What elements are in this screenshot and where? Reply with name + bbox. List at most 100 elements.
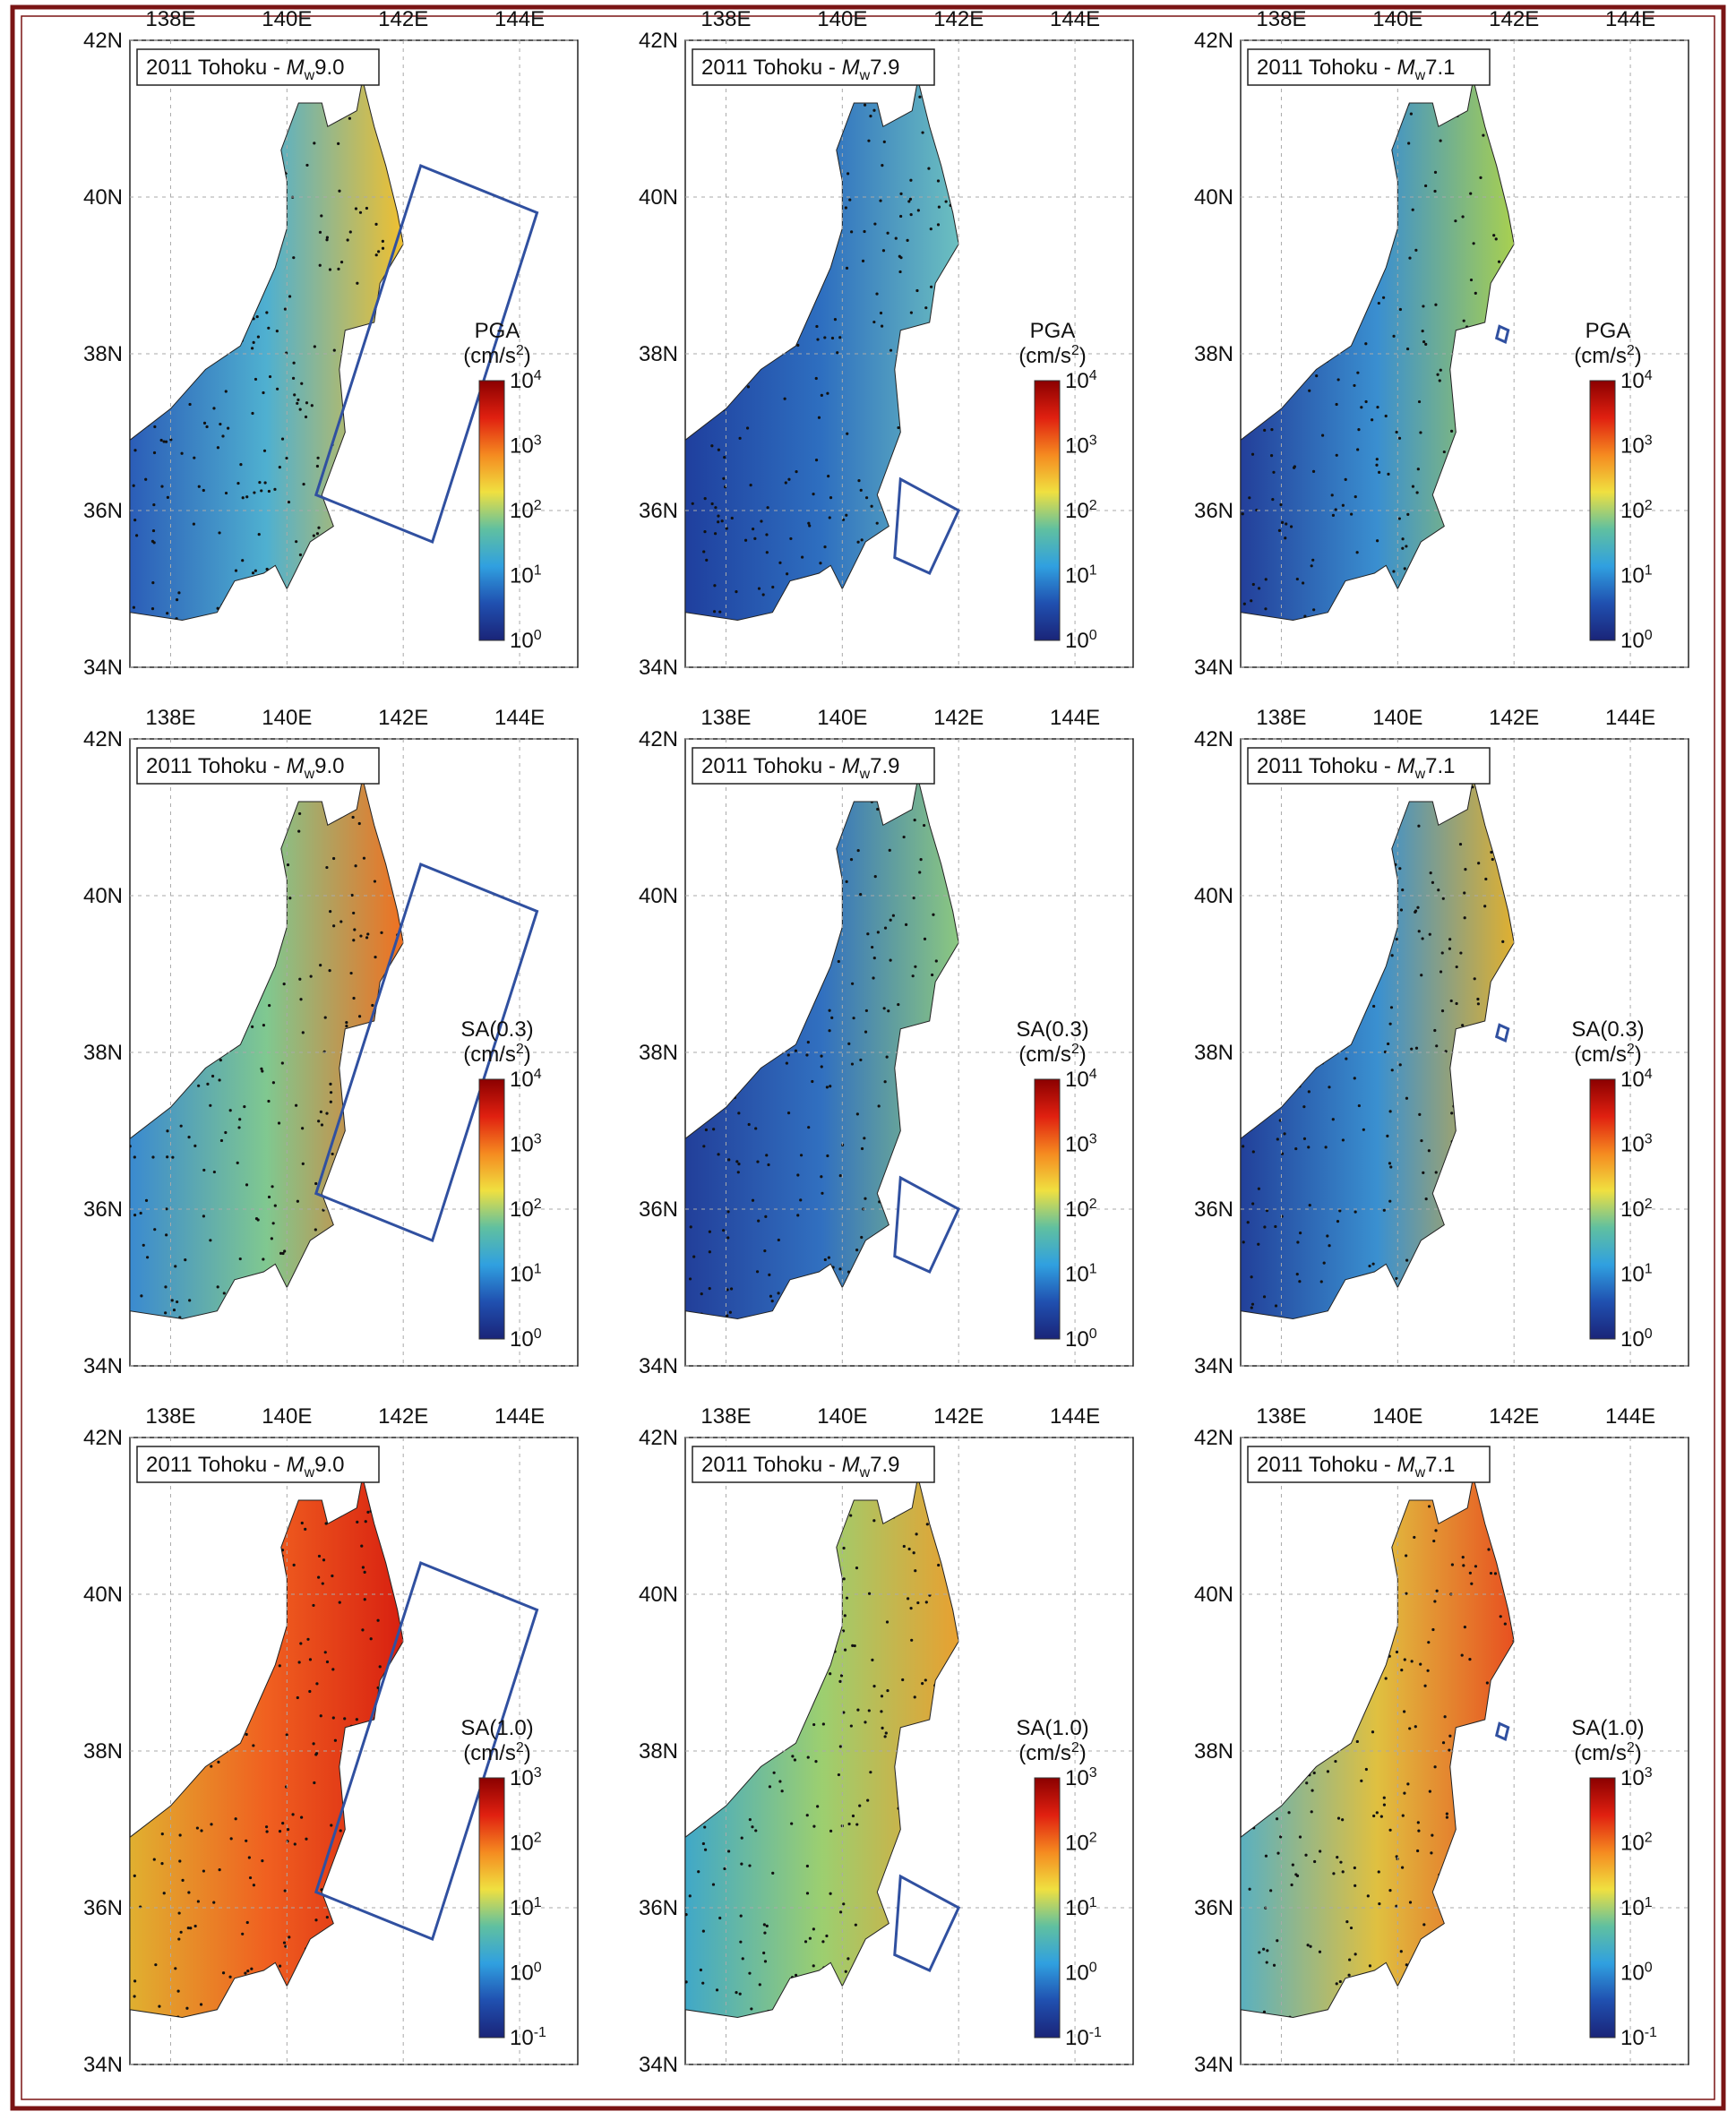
station (1290, 1883, 1293, 1887)
lat-tick-label: 36N (1194, 1197, 1233, 1222)
station (838, 336, 842, 339)
station (1439, 139, 1442, 142)
station (1311, 558, 1315, 562)
tick-base: 10 (1065, 1961, 1089, 1986)
station (876, 807, 880, 811)
station (1276, 1137, 1279, 1141)
station (1450, 1563, 1455, 1566)
station (224, 1130, 228, 1135)
station (718, 610, 722, 614)
station (1269, 454, 1274, 458)
station (1242, 602, 1246, 605)
station (365, 936, 369, 940)
station (1264, 607, 1268, 611)
station (268, 374, 272, 379)
station (1454, 219, 1457, 223)
station (1427, 1149, 1431, 1153)
event-name: 2011 Tohoku - (701, 754, 842, 778)
panel-title: 2011 Tohoku - Mw7.9 (701, 754, 900, 782)
station (703, 1848, 708, 1851)
map-panel: 138E 140E 142E 144E 42N 40N 38N 36N 34N 2011 Toho… (639, 1404, 1134, 2077)
lat-tick-label: 38N (639, 1041, 678, 1065)
station (710, 444, 714, 448)
station (821, 1191, 824, 1195)
magnitude-symbol: M (842, 56, 860, 80)
station (845, 513, 848, 517)
station (849, 1514, 853, 1517)
station (756, 1160, 760, 1163)
station (224, 390, 228, 393)
station (162, 440, 166, 443)
station (1469, 192, 1473, 195)
station (160, 1862, 164, 1866)
station (907, 1547, 911, 1551)
station (298, 977, 302, 981)
station (357, 1015, 362, 1018)
station (1382, 1803, 1387, 1807)
station (799, 1198, 803, 1202)
lat-tick-label: 36N (1194, 1896, 1233, 1920)
station (1368, 1964, 1372, 1968)
station (317, 1575, 321, 1579)
station (825, 1086, 829, 1089)
station (685, 1913, 688, 1917)
station (309, 974, 313, 978)
station (757, 587, 761, 590)
unit-open: (cm/s (463, 344, 516, 368)
tick-base: 10 (1620, 434, 1645, 459)
station (1416, 906, 1420, 909)
station (816, 1805, 820, 1808)
station (299, 998, 303, 1001)
tick-base: 10 (1620, 1961, 1645, 1986)
station (1439, 368, 1442, 372)
station (273, 1204, 277, 1207)
station (317, 526, 321, 529)
colorbar-tick-label: 100 (510, 1326, 542, 1352)
tick-exponent: 1 (1645, 563, 1653, 579)
station (820, 1054, 823, 1058)
station (902, 1544, 906, 1549)
tick-exponent: 0 (1089, 628, 1097, 643)
lon-tick-label: 138E (145, 7, 195, 31)
station (850, 1062, 855, 1066)
colorbar-title: PGA (1030, 319, 1076, 343)
tick-base: 10 (1065, 629, 1089, 653)
tick-exponent: 1 (1089, 1262, 1097, 1277)
station (1266, 1949, 1269, 1953)
magnitude-symbol: M (287, 56, 305, 80)
station (381, 239, 384, 243)
station (1330, 494, 1334, 497)
event-name: 2011 Tohoku - (146, 754, 287, 778)
station (331, 856, 336, 861)
station (281, 1822, 285, 1825)
station (1292, 466, 1296, 469)
tick-base: 10 (510, 369, 534, 393)
station (1328, 1244, 1331, 1248)
station (1400, 1669, 1404, 1672)
station (726, 1288, 729, 1292)
event-name: 2011 Tohoku - (146, 1453, 287, 1477)
station (1474, 1565, 1478, 1568)
station (238, 1257, 242, 1261)
station (1324, 1146, 1328, 1149)
station (271, 1081, 275, 1085)
station (1298, 1835, 1302, 1839)
lat-tick-label: 34N (83, 656, 123, 680)
station (1344, 477, 1347, 481)
station (1307, 1146, 1311, 1149)
colorbar-tick-label: 100 (1065, 1326, 1097, 1352)
lat-tick-label: 42N (83, 1426, 123, 1450)
tick-base: 10 (1065, 1896, 1089, 1920)
tick-base: 10 (510, 564, 534, 588)
station (844, 1970, 847, 1973)
lon-tick-label: 144E (1605, 1404, 1655, 1429)
station (202, 421, 207, 425)
station (279, 1251, 283, 1255)
station (1331, 513, 1336, 517)
station (228, 1109, 232, 1112)
magnitude-subscript: w (859, 68, 871, 83)
lat-tick-label: 42N (1194, 1426, 1233, 1450)
fault-plane (1494, 324, 1510, 344)
station (808, 524, 812, 528)
station (760, 519, 763, 523)
